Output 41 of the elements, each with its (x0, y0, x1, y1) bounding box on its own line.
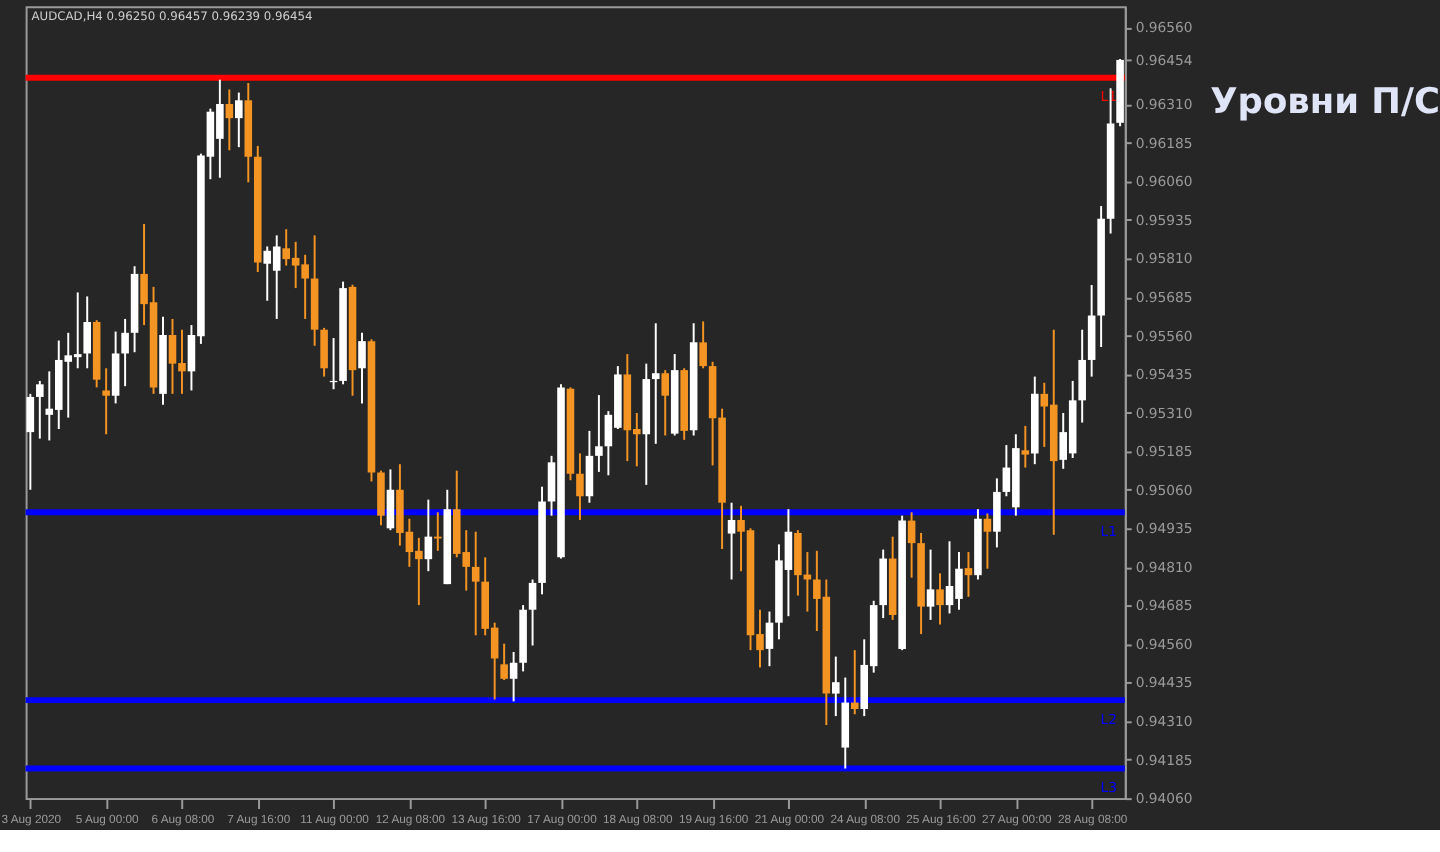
candlestick (424, 498, 433, 573)
candlestick (651, 322, 660, 445)
candlestick (832, 655, 840, 718)
candlestick (377, 469, 385, 527)
candlestick (1021, 424, 1030, 469)
candlestick (964, 551, 973, 598)
candlestick (661, 369, 670, 437)
candlestick (1078, 328, 1086, 424)
candlestick (121, 317, 129, 388)
candlestick (36, 379, 44, 440)
candlestick (727, 501, 736, 581)
candlestick (850, 649, 859, 716)
candlestick (794, 529, 802, 597)
text: Уровни П/С (1210, 82, 1440, 123)
candlestick (841, 676, 850, 770)
candlestick (320, 326, 328, 378)
candlestick (936, 572, 944, 626)
candlestick (907, 511, 916, 579)
candlestick (26, 392, 35, 491)
candlestick (699, 320, 707, 370)
candlestick (1087, 284, 1096, 378)
candlestick (595, 394, 603, 473)
candlestick (576, 452, 584, 521)
candlestick (765, 610, 774, 668)
candlestick (235, 91, 243, 149)
candlestick (528, 578, 537, 647)
candlestick (926, 548, 935, 621)
candlestick (386, 468, 395, 532)
candlestick (983, 512, 992, 570)
candlestick (879, 548, 887, 620)
candlestick (509, 650, 518, 703)
candlestick (803, 551, 812, 613)
candlestick (358, 331, 366, 405)
candlestick (111, 330, 120, 405)
candlestick (500, 642, 508, 682)
candlestick (585, 429, 594, 504)
candlestick (993, 477, 1001, 549)
candlestick (83, 295, 91, 370)
candlestick (225, 88, 234, 152)
candlestick (102, 367, 110, 436)
candlestick (471, 530, 480, 637)
